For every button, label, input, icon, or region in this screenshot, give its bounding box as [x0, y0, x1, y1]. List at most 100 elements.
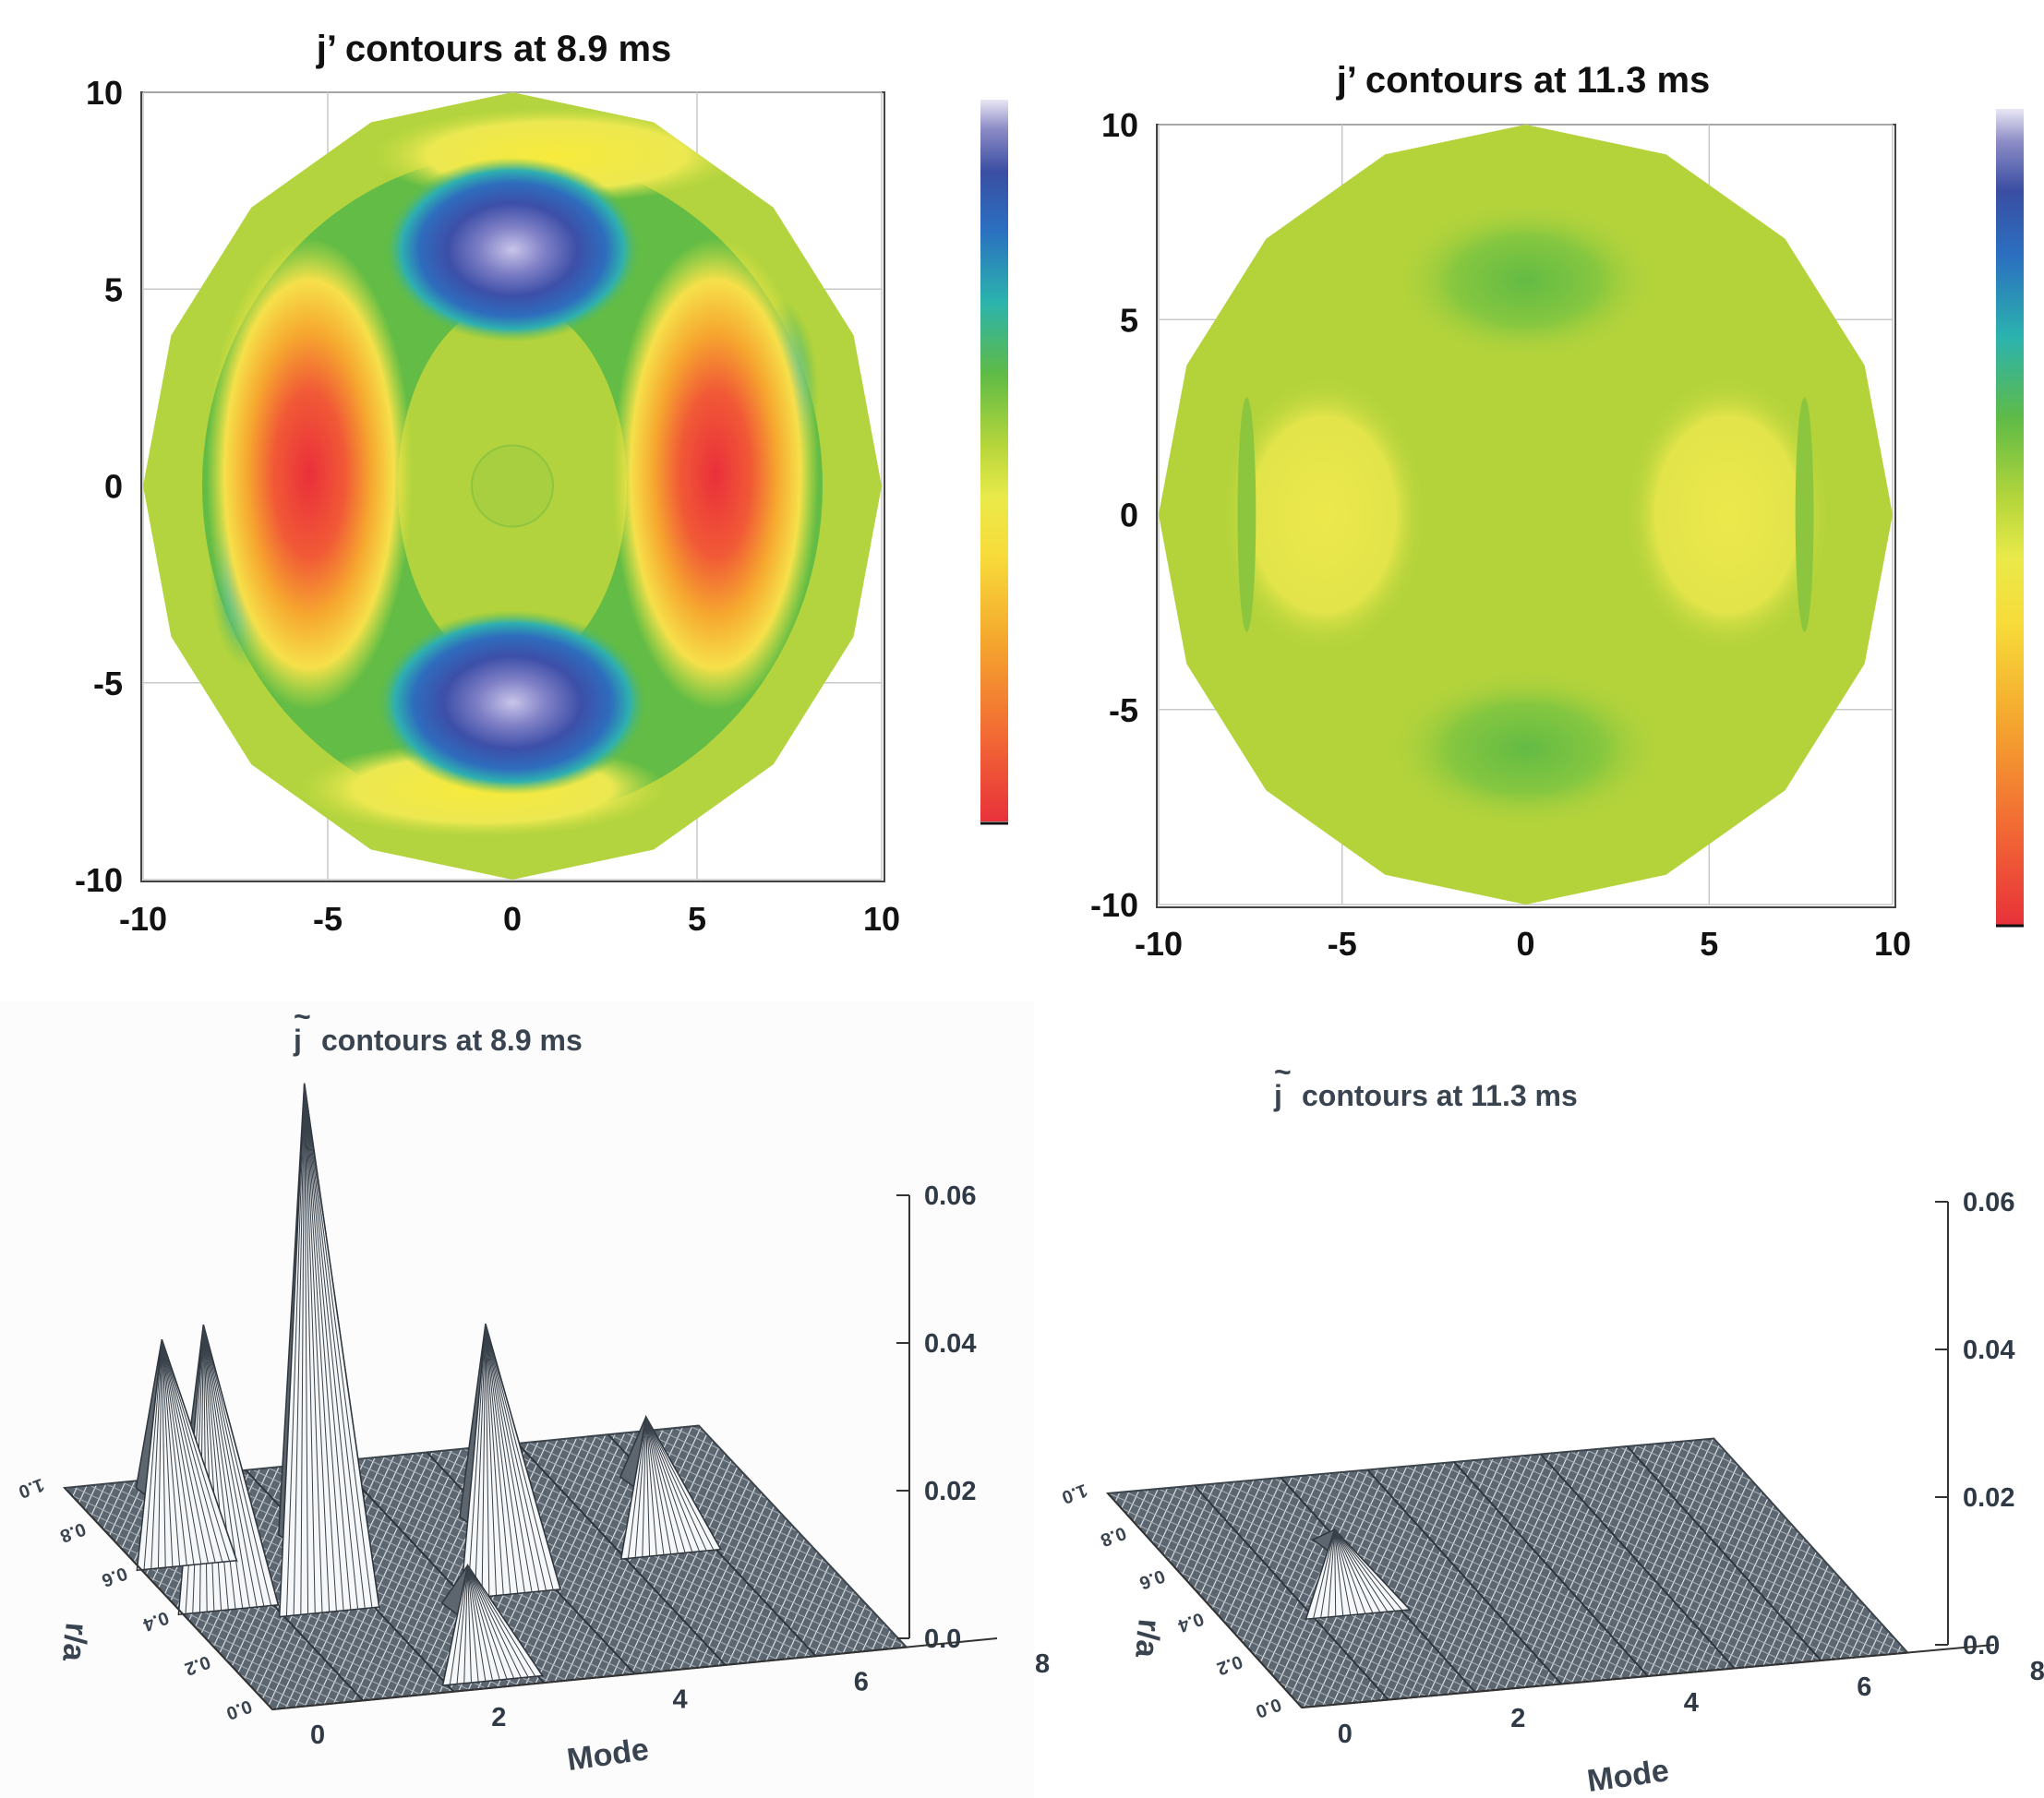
- panel-a-center-island: [471, 444, 554, 528]
- peak-mesh-line: [304, 1083, 309, 1614]
- x-tick-label: 5: [688, 900, 706, 938]
- mode-tick-label: 2: [1510, 1704, 1525, 1733]
- mode-tick-label: 0: [1338, 1720, 1353, 1749]
- peak-mesh-line: [1328, 1529, 1336, 1618]
- peak-mesh-line: [161, 1339, 216, 1564]
- radius-axis-line: [64, 1487, 273, 1710]
- x-tick-label: -10: [119, 900, 167, 938]
- panel-a-title: j’ contours at 8.9 ms: [316, 29, 672, 69]
- peak-mesh-line: [467, 1564, 487, 1682]
- peak-mesh-line: [202, 1325, 258, 1608]
- y-tick-label: -5: [93, 665, 123, 702]
- peak-mesh-line: [485, 1324, 511, 1595]
- mode-divider-line: [1540, 1453, 1736, 1670]
- peak-mesh-line: [645, 1416, 693, 1552]
- panel-d-title-tilde: ~: [1274, 1055, 1292, 1088]
- peak-mesh-line: [485, 1324, 498, 1596]
- mode-tick-label: 6: [854, 1667, 869, 1696]
- mode-axis-line: [271, 1637, 998, 1710]
- peak-mesh-line: [202, 1325, 265, 1607]
- peak-mesh-line: [304, 1083, 337, 1612]
- peak-mesh-line: [304, 1083, 331, 1612]
- peak-mesh-line: [642, 1417, 647, 1557]
- x-tick-label: 0: [1516, 925, 1534, 963]
- panel-a-ticks: -10 -5 0 5 10 10 5 0 -5 -10: [75, 74, 900, 938]
- panel-c-title-tilde: ~: [294, 1000, 311, 1033]
- radius-tick-label: 0.0: [1253, 1694, 1284, 1721]
- peak-mesh-line: [161, 1339, 181, 1566]
- peak-mesh-line: [161, 1339, 202, 1564]
- peak-mesh-line: [202, 1325, 272, 1606]
- y-tick-label: 10: [1101, 106, 1138, 144]
- peak-mesh-line: [645, 1416, 679, 1554]
- panel-a-colorbar: [980, 100, 1008, 821]
- radius-axis-line: [1107, 1492, 1303, 1708]
- panel-d-z-axis: 0.060.040.020.0: [1935, 1188, 2014, 1660]
- peak-mesh-line: [1334, 1529, 1344, 1616]
- mode-divider-line: [1194, 1484, 1389, 1701]
- mode-tick-label: 0: [310, 1720, 325, 1750]
- peak-mesh-line: [456, 1564, 469, 1684]
- peak-mesh-line: [645, 1416, 665, 1555]
- peak-mesh-line: [161, 1339, 231, 1562]
- z-tick-label: 0.04: [1963, 1336, 2014, 1365]
- radius-tick-label: 0.6: [1136, 1565, 1168, 1593]
- peak-mesh-line: [1320, 1529, 1336, 1618]
- mode-divider-line: [1453, 1461, 1649, 1677]
- panel-d-xlabel: Mode: [1585, 1753, 1671, 1798]
- x-tick-label: -10: [1135, 925, 1183, 963]
- peak-mesh-line: [485, 1324, 540, 1592]
- peak-mesh-line: [304, 1083, 359, 1610]
- peak-mesh-line: [1334, 1529, 1381, 1613]
- mode-divider-line: [1366, 1468, 1562, 1685]
- mode-tick-label: 8: [2030, 1657, 2044, 1686]
- peak-mesh-line: [449, 1564, 469, 1685]
- x-tick-label: 5: [1700, 925, 1718, 963]
- peak-mesh-line: [627, 1417, 647, 1559]
- x-tick-label: 10: [863, 900, 900, 938]
- peak-mesh-line: [645, 1416, 672, 1554]
- mode-axis-line: [1301, 1644, 1995, 1708]
- surface-panel-8.9ms: ~ j contours at 8.9 ms 0.06 0.04 0.02 0.0 0…: [0, 1000, 1050, 1798]
- peak-mesh-line: [467, 1564, 522, 1678]
- y-tick-label: -10: [75, 861, 123, 899]
- peak-mesh-line: [645, 1416, 700, 1552]
- peak-mesh-line: [645, 1416, 686, 1553]
- peak-mesh-line: [485, 1324, 525, 1593]
- peak-mesh-line: [467, 1564, 515, 1679]
- peak-mesh-line: [143, 1339, 162, 1570]
- peak-mesh-line: [293, 1083, 306, 1616]
- panel-b-contour-field: [1159, 125, 1893, 905]
- x-tick-label: -5: [1328, 925, 1357, 963]
- y-tick-label: 5: [104, 270, 123, 308]
- panel-d-title-j: j: [1273, 1079, 1282, 1112]
- peak-mesh-line: [304, 1083, 323, 1613]
- peak-mesh-line: [467, 1564, 472, 1684]
- panel-a-red-minimum-left: [206, 237, 413, 711]
- surface-peak: [440, 1564, 544, 1686]
- peak-mesh-line: [157, 1339, 162, 1569]
- panel-c-z-axis: 0.06 0.04 0.02 0.0: [896, 1181, 976, 1654]
- peak-mesh-line: [300, 1083, 306, 1615]
- peak-mesh-line: [645, 1417, 651, 1557]
- panel-b-yellow-left: [1220, 375, 1427, 654]
- radius-tick-label: 0.4: [1174, 1608, 1206, 1636]
- peak-mesh-line: [634, 1417, 647, 1558]
- panel-b-ticks: -10 -5 0 5 10 10 5 0 -5 -10: [1090, 106, 1911, 963]
- peak-mesh-line: [467, 1564, 494, 1681]
- peak-mesh-line: [285, 1083, 306, 1616]
- mode-tick-label: 2: [491, 1703, 506, 1732]
- panel-b-colorbar: [1996, 109, 2024, 925]
- y-tick-label: 5: [1120, 301, 1138, 339]
- peak-mesh-line: [467, 1564, 479, 1683]
- y-tick-label: 0: [1120, 497, 1138, 534]
- radius-tick-label: 0.8: [1098, 1522, 1129, 1550]
- y-tick-label: -5: [1109, 691, 1138, 729]
- peak-mesh-line: [161, 1339, 209, 1564]
- surface-peak: [459, 1324, 562, 1600]
- peak-mesh-line: [150, 1339, 162, 1569]
- mode-divider-line: [1626, 1445, 1822, 1661]
- z-tick-label: 0.04: [924, 1329, 976, 1359]
- peak-mesh-line: [645, 1417, 657, 1556]
